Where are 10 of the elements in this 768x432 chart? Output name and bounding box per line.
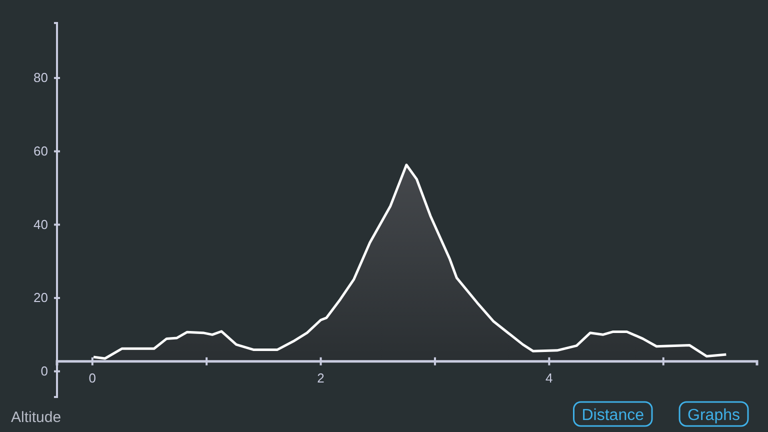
text: Altitude [11,409,62,426]
y-tick-label: 60 [34,143,48,158]
x-tick-label: 2 [317,370,324,386]
button: Graphs [678,401,749,427]
y-tick-label: 20 [34,290,48,306]
y-tick-label: 80 [34,70,48,86]
x-tick-label: 0 [88,370,96,386]
button: Distance [573,401,653,427]
x-tick-label: 4 [546,370,553,386]
y-tick-label: 40 [34,216,48,232]
